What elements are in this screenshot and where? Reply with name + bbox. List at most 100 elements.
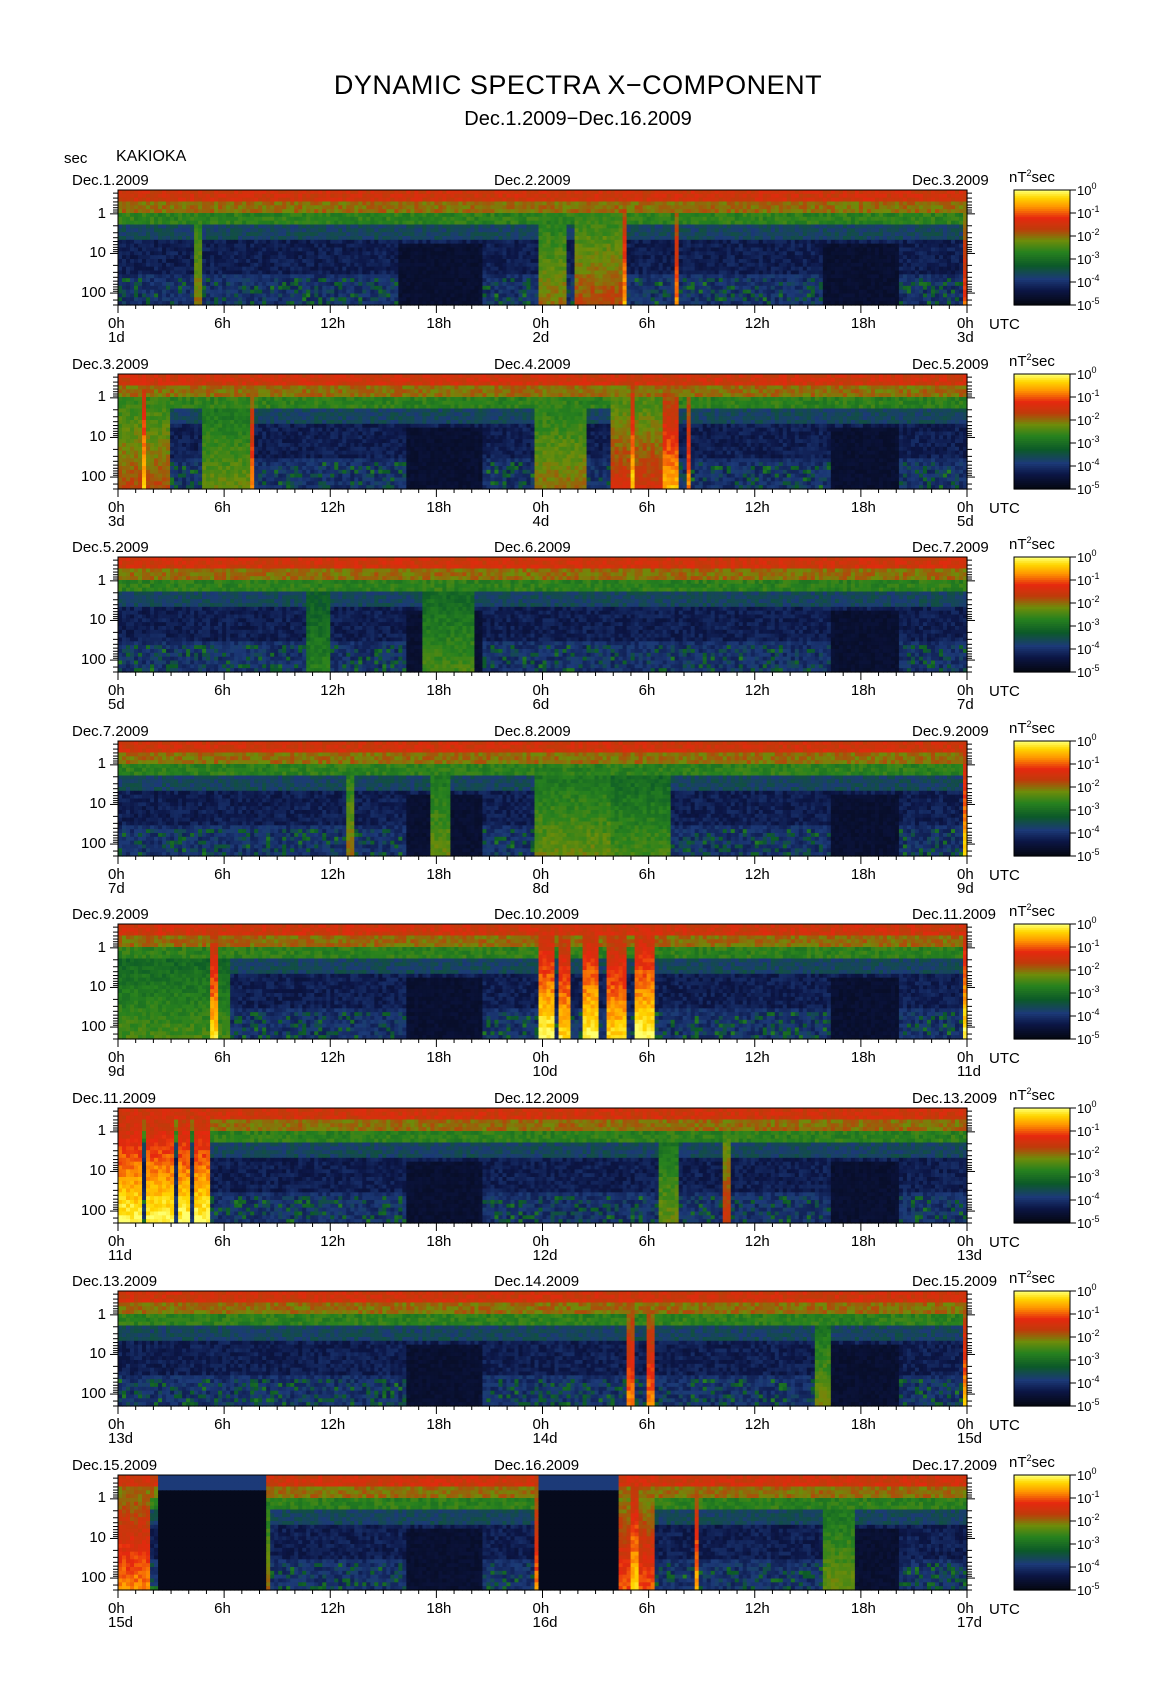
spectrum-cell	[538, 270, 544, 275]
spectrum-cell	[262, 239, 267, 245]
spectrum-cell	[762, 205, 768, 210]
spectrum-cell	[190, 220, 195, 226]
spectrum-cell	[870, 239, 876, 245]
spectrum-cell	[698, 247, 704, 252]
spectrum-cell	[226, 266, 231, 272]
spectrum-cell	[738, 228, 744, 233]
spectrum-cell	[398, 190, 403, 195]
spectrum-cell	[170, 232, 175, 237]
spectrum-cell	[646, 243, 652, 249]
spectrum-cell	[474, 251, 480, 256]
spectrum-cell	[838, 232, 844, 237]
spectrum-cell	[722, 193, 728, 199]
spectrum-cell	[870, 270, 876, 275]
spectrum-cell	[598, 262, 604, 268]
spectrum-cell	[126, 247, 131, 252]
spectrum-cell	[426, 243, 431, 249]
spectrum-cell	[242, 224, 247, 229]
spectrum-cell	[790, 197, 796, 203]
colorbar-unit: nT2sec	[1009, 168, 1055, 186]
spectrum-cell	[406, 228, 411, 233]
spectrum-cell	[602, 274, 608, 279]
spectrum-cell	[942, 239, 948, 245]
spectrum-cell	[238, 266, 243, 272]
spectrum-cell	[706, 243, 712, 249]
spectrum-cell	[250, 270, 255, 275]
spectrum-cell	[290, 220, 295, 226]
spectrum-cell	[646, 201, 652, 206]
spectrum-cell	[766, 193, 772, 199]
spectrum-cell	[598, 213, 604, 218]
spectrum-cell	[910, 255, 916, 260]
spectrum-cell	[782, 193, 788, 199]
spectrum-cell	[802, 216, 808, 222]
spectrum-cell	[886, 251, 892, 256]
spectrum-cell	[790, 224, 796, 229]
spectrum-cell	[950, 247, 956, 252]
spectrum-cell	[590, 259, 596, 264]
spectrum-cell	[314, 213, 319, 218]
spectrum-cell	[242, 270, 247, 275]
spectrum-cell	[638, 224, 644, 229]
spectrum-cell	[490, 228, 496, 233]
spectrum-cell	[906, 243, 912, 249]
spectrum-cell	[158, 224, 163, 229]
spectrum-cell	[634, 251, 640, 256]
spectrum-cell	[878, 274, 884, 279]
spectrum-cell	[798, 228, 804, 233]
spectrum-cell	[830, 251, 836, 256]
spectrum-cell	[686, 243, 692, 249]
spectrum-cell	[650, 220, 656, 226]
spectrum-cell	[454, 197, 459, 203]
spectrum-cell	[198, 259, 203, 264]
spectrum-cell	[426, 190, 431, 195]
spectrum-cell	[810, 236, 816, 241]
spectrum-cell	[814, 197, 820, 203]
spectrum-cell	[258, 209, 263, 214]
spectrum-cell	[278, 239, 283, 245]
spectrum-cell	[570, 213, 576, 218]
spectrum-cell	[706, 201, 712, 206]
spectrum-cell	[854, 247, 860, 252]
spectrum-cell	[122, 216, 127, 222]
spectrum-cell	[882, 213, 888, 218]
spectrum-cell	[786, 201, 792, 206]
spectrum-cell	[638, 205, 644, 210]
spectrum-cell	[770, 259, 776, 264]
spectrum-cell	[262, 274, 267, 279]
spectrum-cell	[438, 236, 443, 241]
spectrum-cell	[118, 205, 123, 210]
spectrum-cell	[922, 220, 928, 226]
spectrum-cell	[686, 266, 692, 272]
spectrum-cell	[134, 205, 139, 210]
spectrum-cell	[630, 224, 636, 229]
spectrum-cell	[454, 243, 459, 249]
spectrum-cell	[790, 232, 796, 237]
spectrum-cell	[626, 213, 632, 218]
spectrum-cell	[822, 209, 828, 214]
spectrum-cell	[518, 270, 524, 275]
spectrum-cell	[590, 197, 596, 203]
spectrum-cell	[278, 216, 283, 222]
spectrum-cell	[482, 278, 488, 283]
spectrum-cell	[406, 224, 411, 229]
spectrum-cell	[418, 205, 423, 210]
spectrum-cell	[294, 270, 299, 275]
spectrum-cell	[522, 274, 528, 279]
spectrum-cell	[134, 259, 139, 264]
spectrum-cell	[946, 216, 952, 222]
spectrum-cell	[454, 262, 459, 268]
spectrum-cell	[174, 201, 179, 206]
spectrum-cell	[310, 259, 315, 264]
spectrum-cell	[406, 266, 411, 272]
spectrum-cell	[858, 190, 864, 195]
spectrum-cell	[434, 274, 439, 279]
spectrum-cell	[566, 228, 572, 233]
spectrum-cell	[186, 213, 191, 218]
spectrum-cell	[418, 243, 423, 249]
spectrum-cell	[654, 259, 660, 264]
spectrum-cell	[710, 224, 716, 229]
spectrum-cell	[638, 247, 644, 252]
spectrum-cell	[490, 216, 496, 222]
spectrum-cell	[778, 259, 784, 264]
